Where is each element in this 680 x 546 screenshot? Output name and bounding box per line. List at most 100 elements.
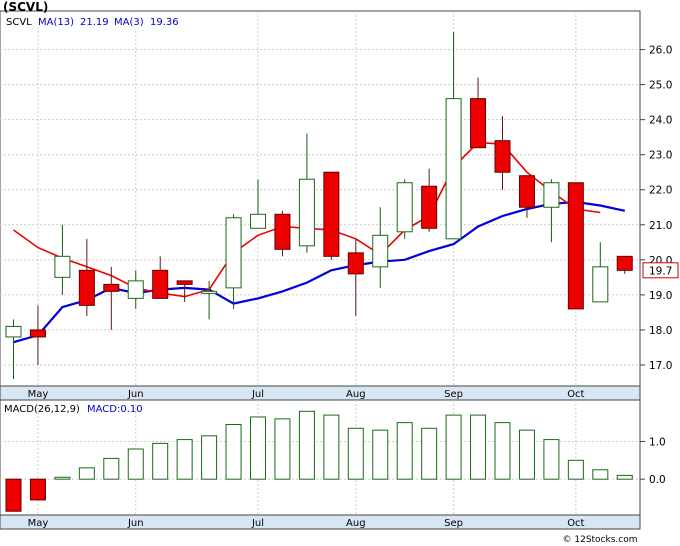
macd-bar — [127, 448, 144, 480]
macd-bar — [421, 427, 438, 480]
candle-body — [54, 255, 71, 278]
legend-scvl: SCVL — [6, 17, 32, 28]
candle-body — [567, 182, 584, 310]
candle-body — [152, 269, 169, 299]
macd-bar — [592, 469, 609, 480]
top-month-label: Sep — [444, 389, 463, 400]
candle-body — [470, 98, 487, 149]
bottom-month-label: Jun — [127, 518, 144, 529]
macd-bar — [29, 478, 46, 501]
candle-body — [225, 217, 242, 289]
top-month-label: Jul — [251, 389, 264, 400]
candle-body — [543, 182, 560, 208]
macd-bar — [494, 422, 511, 480]
candle-body — [298, 178, 315, 247]
month-axis-top: May Jun Jul Aug Sep Oct — [0, 385, 641, 401]
price-legend: SCVL MA(13) 21.19 MA(3) 19.36 — [2, 14, 180, 28]
candle-body — [372, 234, 389, 268]
candle-body — [127, 280, 144, 299]
bottom-month-label: Sep — [444, 518, 463, 529]
macd-bar — [152, 442, 169, 480]
candle — [78, 238, 95, 316]
legend-ma3-value: 19.36 — [150, 17, 179, 28]
candle-body — [396, 182, 413, 233]
bottom-month-label: Jul — [251, 518, 264, 529]
macd-bar — [201, 435, 218, 480]
candle — [250, 179, 266, 229]
price-tick-label: 21.0 — [649, 220, 672, 232]
candle-body — [616, 255, 633, 271]
macd-bar — [518, 429, 535, 480]
candle — [347, 238, 364, 316]
candle-body — [78, 269, 95, 306]
candle — [323, 171, 340, 260]
candle — [274, 210, 291, 257]
candles — [5, 32, 633, 379]
macd-bar — [103, 457, 120, 480]
top-month-label: Aug — [346, 389, 366, 400]
candle — [421, 168, 438, 232]
candle-body — [592, 266, 609, 303]
price-tick-label: 19.0 — [649, 290, 672, 302]
price-tick-label: 22.0 — [649, 185, 672, 197]
macd-bar — [225, 424, 242, 480]
candle — [445, 32, 462, 240]
candle-body — [250, 213, 266, 229]
candle — [5, 319, 22, 379]
bottom-month-label: Oct — [567, 518, 584, 529]
macd-bar — [78, 467, 95, 480]
price-tick-label: 23.0 — [649, 150, 672, 162]
price-grid — [0, 11, 640, 386]
price-tick-label: 24.0 — [649, 115, 672, 127]
macd-bar — [567, 459, 584, 480]
candle — [298, 133, 315, 253]
candle — [54, 224, 71, 295]
candle — [518, 175, 535, 218]
macd-y-axis: 0.0 1.0 — [640, 436, 666, 486]
last-price-box — [642, 262, 679, 279]
candle — [225, 214, 242, 309]
macd-bar — [347, 427, 364, 480]
month-axis-bottom: May Jun Jul Aug Sep Oct — [0, 514, 641, 530]
chart-title: (SCVL) — [3, 0, 48, 14]
price-y-axis: 17.018.019.020.021.022.023.024.025.026.0 — [640, 45, 672, 372]
candle — [372, 207, 389, 288]
price-tick-label: 18.0 — [649, 325, 672, 337]
candle-body — [421, 185, 438, 229]
top-month-label: Jun — [127, 389, 144, 400]
candle — [176, 280, 193, 302]
macd-tick-label: 1.0 — [649, 436, 666, 448]
candle-body — [323, 171, 340, 257]
macd-panel: 0.0 1.0 — [0, 399, 666, 516]
candle — [152, 256, 169, 299]
legend-ma3-label: MA(3) — [114, 17, 144, 28]
candle-body — [29, 329, 46, 338]
candle-body — [445, 98, 462, 240]
price-tick-label: 17.0 — [649, 360, 672, 372]
macd-bar — [616, 474, 633, 480]
candle-body — [347, 252, 364, 275]
macd-bar — [274, 418, 291, 480]
macd-bar — [372, 429, 389, 480]
top-month-label: Oct — [567, 389, 584, 400]
top-month-label: May — [28, 389, 49, 400]
candle-body — [201, 290, 218, 294]
candle-body — [494, 140, 511, 173]
month-strip-bottom — [0, 514, 641, 530]
watermark: © 12Stocks.com — [563, 535, 638, 545]
candle — [543, 179, 560, 243]
candle-body — [274, 213, 291, 250]
candle-body — [518, 175, 535, 208]
macd-bar — [445, 414, 462, 480]
price-tick-label: 25.0 — [649, 80, 672, 92]
macd-tick-label: 0.0 — [649, 474, 666, 486]
legend-ma13-value: 21.19 — [80, 17, 109, 28]
price-panel: 17.018.019.020.021.022.023.024.025.026.0… — [0, 10, 679, 387]
month-strip — [0, 385, 641, 401]
macd-bar — [323, 414, 340, 480]
candle — [29, 305, 46, 365]
legend-macd-value: MACD:0.10 — [87, 404, 143, 415]
macd-bar — [54, 476, 71, 480]
candle — [592, 242, 609, 303]
